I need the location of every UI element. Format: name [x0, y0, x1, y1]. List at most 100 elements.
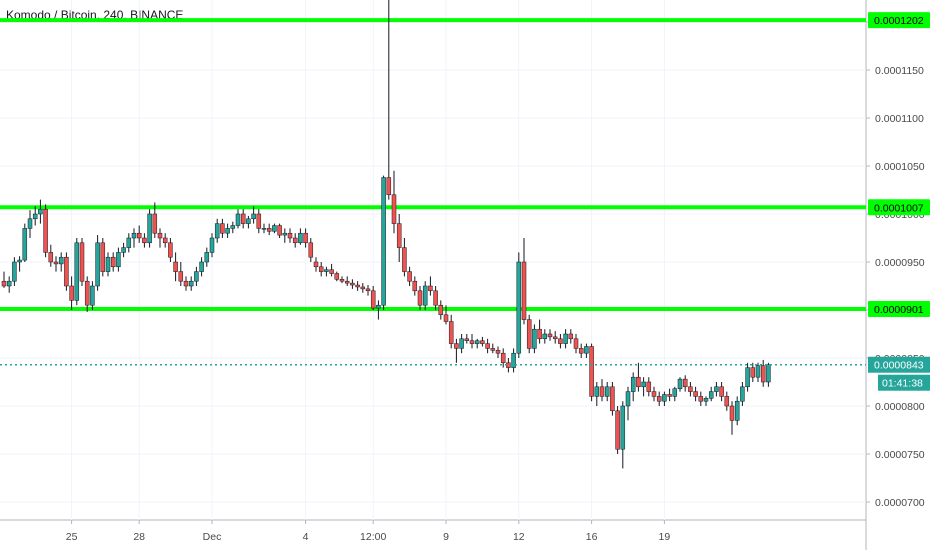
candle-body [90, 285, 95, 306]
candle-body [53, 261, 59, 265]
candle-body [594, 386, 600, 397]
candle [532, 324, 537, 354]
candle [714, 382, 719, 397]
candle [396, 214, 402, 262]
candle-body [365, 288, 371, 292]
candle [537, 319, 542, 344]
candle-body [703, 398, 709, 402]
candle [740, 382, 745, 406]
candle [147, 209, 152, 248]
candle-body [152, 213, 158, 234]
candle [53, 256, 59, 272]
time-tick-label: Dec [203, 531, 222, 543]
candle-body [682, 378, 688, 388]
candle-body [469, 340, 475, 344]
candle [318, 262, 324, 277]
candle-body [360, 286, 366, 290]
candle [183, 276, 189, 291]
time-tick-label: 16 [586, 531, 598, 543]
level-price-label: 0.0001007 [874, 202, 924, 214]
candle-body [142, 237, 147, 244]
grid [0, 0, 866, 520]
candle [703, 396, 709, 406]
candle-body [334, 273, 340, 280]
candle-body [615, 410, 620, 450]
candle-body [147, 213, 152, 244]
candle-body [48, 252, 54, 263]
candle [630, 372, 636, 402]
candle-body [220, 223, 225, 234]
candle-body [625, 391, 631, 407]
candle [688, 382, 693, 397]
candle-body [318, 266, 324, 272]
candle-body [105, 256, 111, 272]
candle-body [116, 252, 121, 268]
candle [625, 386, 631, 421]
candle [381, 175, 386, 310]
candle-body [69, 285, 74, 301]
candle [188, 276, 194, 291]
candle [610, 382, 615, 416]
candle-body [100, 242, 106, 272]
candle-body [412, 280, 418, 292]
candle [448, 314, 454, 349]
candle [282, 228, 288, 243]
candle-body [734, 400, 740, 421]
candle [651, 386, 657, 402]
candle [121, 242, 126, 258]
candle-body [667, 394, 672, 397]
candle [480, 336, 485, 347]
candle [433, 286, 438, 310]
candle-body [292, 237, 298, 244]
candle [6, 276, 12, 293]
candle-body [464, 338, 470, 341]
candle [766, 362, 771, 387]
candle [750, 362, 756, 382]
candle [324, 266, 329, 277]
candle-body [620, 405, 626, 450]
candle-body [126, 237, 132, 248]
candle-body [298, 232, 303, 244]
price-tick-label: 0.0000700 [875, 497, 925, 509]
candle [313, 257, 319, 272]
candle-body [27, 218, 33, 229]
candle-body [272, 225, 277, 232]
candle-body [261, 228, 267, 230]
candle [511, 348, 516, 373]
candle-body [724, 396, 730, 407]
candle-body [563, 333, 568, 344]
candle [656, 391, 662, 406]
candle-body [209, 237, 215, 253]
candle [116, 247, 121, 272]
candle-body [760, 365, 766, 383]
candle-body [95, 242, 100, 287]
candle [407, 266, 412, 286]
candle-body [604, 386, 610, 397]
candle-body [79, 242, 85, 282]
candle-body [43, 208, 48, 253]
candle [84, 276, 90, 312]
candle [724, 391, 730, 411]
price-tick-label: 0.0001050 [875, 161, 925, 173]
candle-body [672, 388, 678, 397]
candle-body [755, 365, 761, 378]
candle-body [750, 367, 756, 378]
candle-body [324, 269, 329, 272]
level-price-badge [868, 12, 930, 29]
candle [615, 406, 620, 454]
candle [547, 329, 553, 341]
candle-body [454, 343, 459, 349]
candle [599, 379, 605, 402]
candle [12, 257, 17, 286]
candle [490, 343, 496, 354]
candle [719, 382, 724, 402]
candle [38, 199, 43, 224]
candle [350, 279, 355, 289]
candle [69, 276, 74, 310]
candle-body [136, 232, 142, 239]
candle [677, 377, 683, 392]
candle [469, 334, 475, 349]
candle-body [729, 405, 735, 421]
candle-body [194, 271, 199, 282]
